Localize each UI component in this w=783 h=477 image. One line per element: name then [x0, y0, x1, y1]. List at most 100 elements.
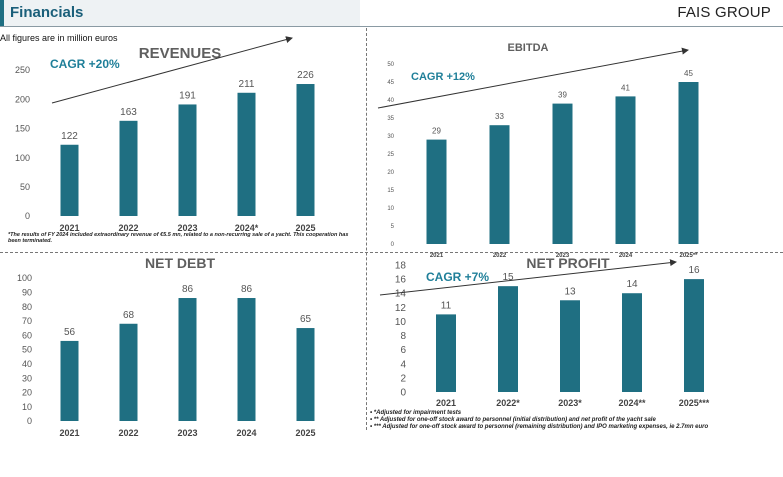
net_profit-data-label: 15 [502, 272, 514, 283]
revenues-bar [178, 104, 197, 216]
net_debt-data-label: 86 [241, 284, 253, 295]
ebitda-bar [615, 96, 636, 245]
ebitda-ytick-label: 20 [387, 170, 394, 176]
ebitda-ytick-label: 40 [387, 98, 394, 104]
net_profit-trend-arrow [379, 259, 677, 296]
ebitda-data-label: 45 [684, 69, 693, 78]
footnote-1: *Adjusted for impairment tests [370, 410, 708, 417]
ebitda-category-label: 2024 [619, 253, 633, 259]
net_debt-bar [60, 340, 79, 421]
net_debt-bar [178, 298, 197, 421]
net_debt-category-label: 2025 [295, 428, 315, 438]
net_debt-category-label: 2021 [59, 428, 79, 438]
net_debt-data-label: 65 [300, 314, 312, 325]
net_profit-data-label: 11 [441, 300, 452, 311]
footnotes: *Adjusted for impairment tests ** Adjust… [370, 410, 708, 431]
net_profit-category-label: 2023* [558, 398, 582, 408]
net_profit-bar [684, 279, 704, 392]
ebitda-category-label: 2021 [430, 253, 444, 259]
net_debt-ytick-label: 30 [22, 373, 32, 383]
net_profit-category-label: 2021 [436, 398, 456, 408]
revenues-trend-arrow [51, 36, 293, 104]
ebitda-trend-arrow [377, 47, 689, 109]
header-divider [0, 26, 783, 27]
net_debt-category-label: 2022 [118, 428, 138, 438]
net_profit-data-label: 13 [564, 286, 576, 297]
net_debt-ytick-label: 40 [22, 359, 32, 369]
footnote-2: ** Adjusted for one-off stock award to p… [370, 417, 708, 424]
ebitda-category-label: 2025** [679, 253, 698, 259]
net_profit-ytick-label: 16 [395, 275, 407, 286]
net_profit-ytick-label: 4 [400, 359, 406, 370]
net_profit-bar [560, 300, 580, 392]
net_profit-ytick-label: 14 [395, 289, 407, 300]
revenues-category-label: 2023 [177, 223, 197, 233]
net_profit-data-label: 14 [626, 279, 638, 290]
net_debt-ytick-label: 80 [22, 302, 32, 312]
revenues-ytick-label: 250 [15, 65, 30, 75]
revenues-ytick-label: 150 [15, 124, 30, 134]
ebitda-ytick-label: 25 [387, 152, 394, 158]
ebitda-title: EBITDA [508, 42, 549, 54]
net_profit-data-label: 16 [688, 265, 700, 276]
net_profit-ytick-label: 18 [395, 261, 407, 272]
ebitda-ytick-label: 15 [387, 188, 394, 194]
revenues-bar [237, 92, 256, 216]
revenues-data-label: 211 [239, 79, 255, 90]
net_profit-bar [436, 314, 456, 392]
revenues-data-label: 191 [179, 90, 196, 101]
net_profit-cagr-label: CAGR +7% [426, 270, 489, 284]
ebitda-bar [489, 125, 510, 244]
ebitda-bar [426, 139, 447, 244]
net_debt-data-label: 68 [123, 310, 135, 321]
footnote-3: *** Adjusted for one-off stock award to … [370, 424, 708, 431]
net_debt-ytick-label: 20 [22, 388, 32, 398]
net_debt-bar [296, 328, 315, 421]
net_debt-ytick-label: 10 [22, 402, 32, 412]
revenues-data-label: 163 [120, 107, 137, 118]
horizontal-divider [0, 252, 783, 253]
net_debt-category-label: 2024 [236, 428, 256, 438]
page-title: Financials [10, 4, 84, 21]
net_profit-bar [622, 293, 642, 392]
ebitda-bar [552, 103, 573, 244]
revenues-data-label: 226 [297, 70, 314, 81]
net_profit-ytick-label: 6 [400, 345, 406, 356]
net_profit-ytick-label: 2 [400, 373, 406, 384]
net_debt-data-label: 56 [64, 327, 76, 338]
net_debt-ytick-label: 90 [22, 287, 32, 297]
net_profit-ytick-label: 10 [395, 317, 407, 328]
units-note: All figures are in million euros [0, 33, 118, 43]
revenues-footnote: *The results of FY 2024 included extraor… [8, 232, 349, 244]
ebitda-cagr-label: CAGR +12% [411, 71, 475, 83]
net_debt-bar [237, 298, 256, 421]
net_profit-category-label: 2025*** [679, 398, 710, 408]
net_profit-category-label: 2022* [496, 398, 520, 408]
net_profit-category-label: 2024** [618, 398, 646, 408]
revenues-category-label: 2024* [235, 223, 259, 233]
net_profit-ytick-label: 0 [400, 388, 406, 399]
net_debt-title: NET DEBT [145, 255, 215, 271]
net_profit-bar [498, 286, 518, 392]
revenues-ytick-label: 200 [15, 94, 30, 104]
brand-name: FAIS GROUP [677, 4, 771, 21]
revenues-bar [60, 144, 79, 216]
revenues-bar [119, 120, 138, 216]
ebitda-data-label: 29 [432, 127, 441, 136]
revenues-ytick-label: 50 [20, 182, 30, 192]
net_debt-category-label: 2023 [177, 428, 197, 438]
ebitda-data-label: 39 [558, 91, 567, 100]
net_debt-bar [119, 323, 138, 421]
net_profit-ytick-label: 8 [400, 331, 406, 342]
revenues-ytick-label: 100 [15, 153, 30, 163]
ebitda-category-label: 2022 [493, 253, 507, 259]
net_debt-ytick-label: 50 [22, 345, 32, 355]
header-bar [0, 0, 360, 26]
ebitda-bar [678, 82, 699, 244]
ebitda-category-label: 2023 [556, 253, 570, 259]
revenues-category-label: 2021 [59, 223, 79, 233]
net_debt-ytick-label: 0 [27, 416, 32, 426]
revenues-category-label: 2025 [295, 223, 315, 233]
revenues-data-label: 122 [61, 131, 78, 142]
